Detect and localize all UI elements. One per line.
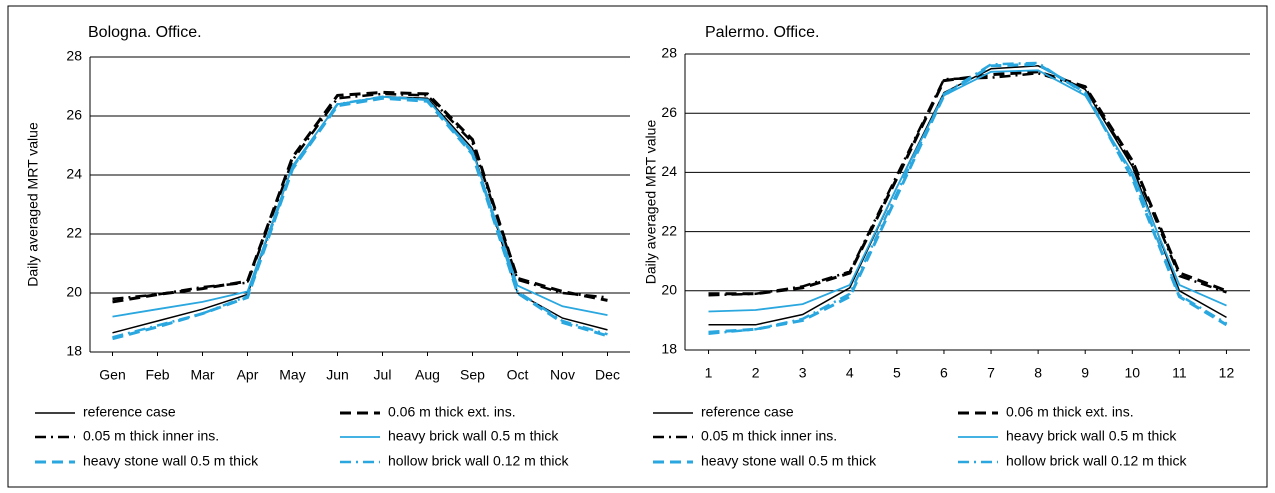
legend-label: hollow brick wall 0.12 m thick [1006,453,1188,469]
y-tick-label: 22 [661,222,677,238]
x-tick-label: 6 [940,365,948,381]
legend-label: hollow brick wall 0.12 m thick [388,453,570,469]
series-line [708,70,1228,296]
chart-title: Bologna. Office. [88,24,202,41]
series-line [112,95,608,318]
y-tick-label: 24 [66,166,82,182]
x-tick-label: 1 [705,365,713,381]
x-tick-label: Feb [145,367,169,383]
y-tick-label: 28 [661,45,677,61]
series-line [112,96,608,334]
y-tick-label: 18 [66,343,82,359]
series-line [708,69,1227,313]
legend-label: heavy stone wall 0.5 m thick [701,453,877,469]
y-axis-label: Daily averaged MRT value [25,122,41,287]
y-tick-label: 26 [661,104,677,120]
legend-label: reference case [83,404,176,420]
y-tick-label: 28 [66,48,82,64]
x-tick-label: 12 [1219,365,1235,381]
x-tick-label: Oct [507,367,529,383]
x-tick-label: 11 [1172,365,1187,381]
legend-label: reference case [701,404,794,420]
x-tick-label: 4 [846,365,854,381]
legend-label: 0.06 m thick ext. ins. [388,404,516,420]
series-line [112,90,608,304]
x-tick-label: 10 [1125,365,1141,381]
chart-panel: Palermo. Office. Daily averaged MRT value… [643,24,1250,469]
y-tick-label: 24 [661,163,677,179]
x-tick-label: Sep [460,367,485,383]
legend-label: heavy brick wall 0.5 m thick [1006,428,1177,444]
x-tick-label: May [279,367,305,383]
legend-label: 0.06 m thick ext. ins. [1006,404,1134,420]
x-tick-label: 8 [1034,365,1042,381]
x-tick-label: 2 [752,365,760,381]
x-tick-label: Apr [237,367,259,383]
y-tick-label: 20 [66,284,82,300]
x-tick-label: Dec [595,367,620,383]
series-line [708,71,1227,297]
figure-border [7,5,1268,488]
series-line [708,61,1228,335]
legend-label: heavy brick wall 0.5 m thick [388,428,559,444]
y-tick-label: 20 [661,282,677,298]
y-axis-label: Daily averaged MRT value [643,120,659,285]
legend-label: 0.05 m thick inner ins. [83,428,219,444]
legend-label: heavy stone wall 0.5 m thick [83,453,259,469]
y-tick-label: 22 [66,225,82,241]
x-tick-label: Nov [550,367,575,383]
chart-panel: Bologna. Office. Daily averaged MRT value… [25,24,630,469]
series-line [112,92,608,301]
y-tick-label: 26 [66,107,82,123]
legend-label: 0.05 m thick inner ins. [701,428,837,444]
x-tick-label: Gen [99,367,125,383]
x-tick-label: Aug [415,367,440,383]
x-tick-label: Mar [190,367,214,383]
x-tick-label: Jun [326,367,349,383]
series-line [112,95,608,339]
y-tick-label: 18 [661,341,677,357]
x-tick-label: 5 [893,365,901,381]
x-tick-label: 3 [799,365,807,381]
x-tick-label: 9 [1081,365,1089,381]
series-line [708,65,1227,326]
x-tick-label: 7 [987,365,995,381]
chart-title: Palermo. Office. [705,24,819,41]
x-tick-label: Jul [374,367,392,383]
